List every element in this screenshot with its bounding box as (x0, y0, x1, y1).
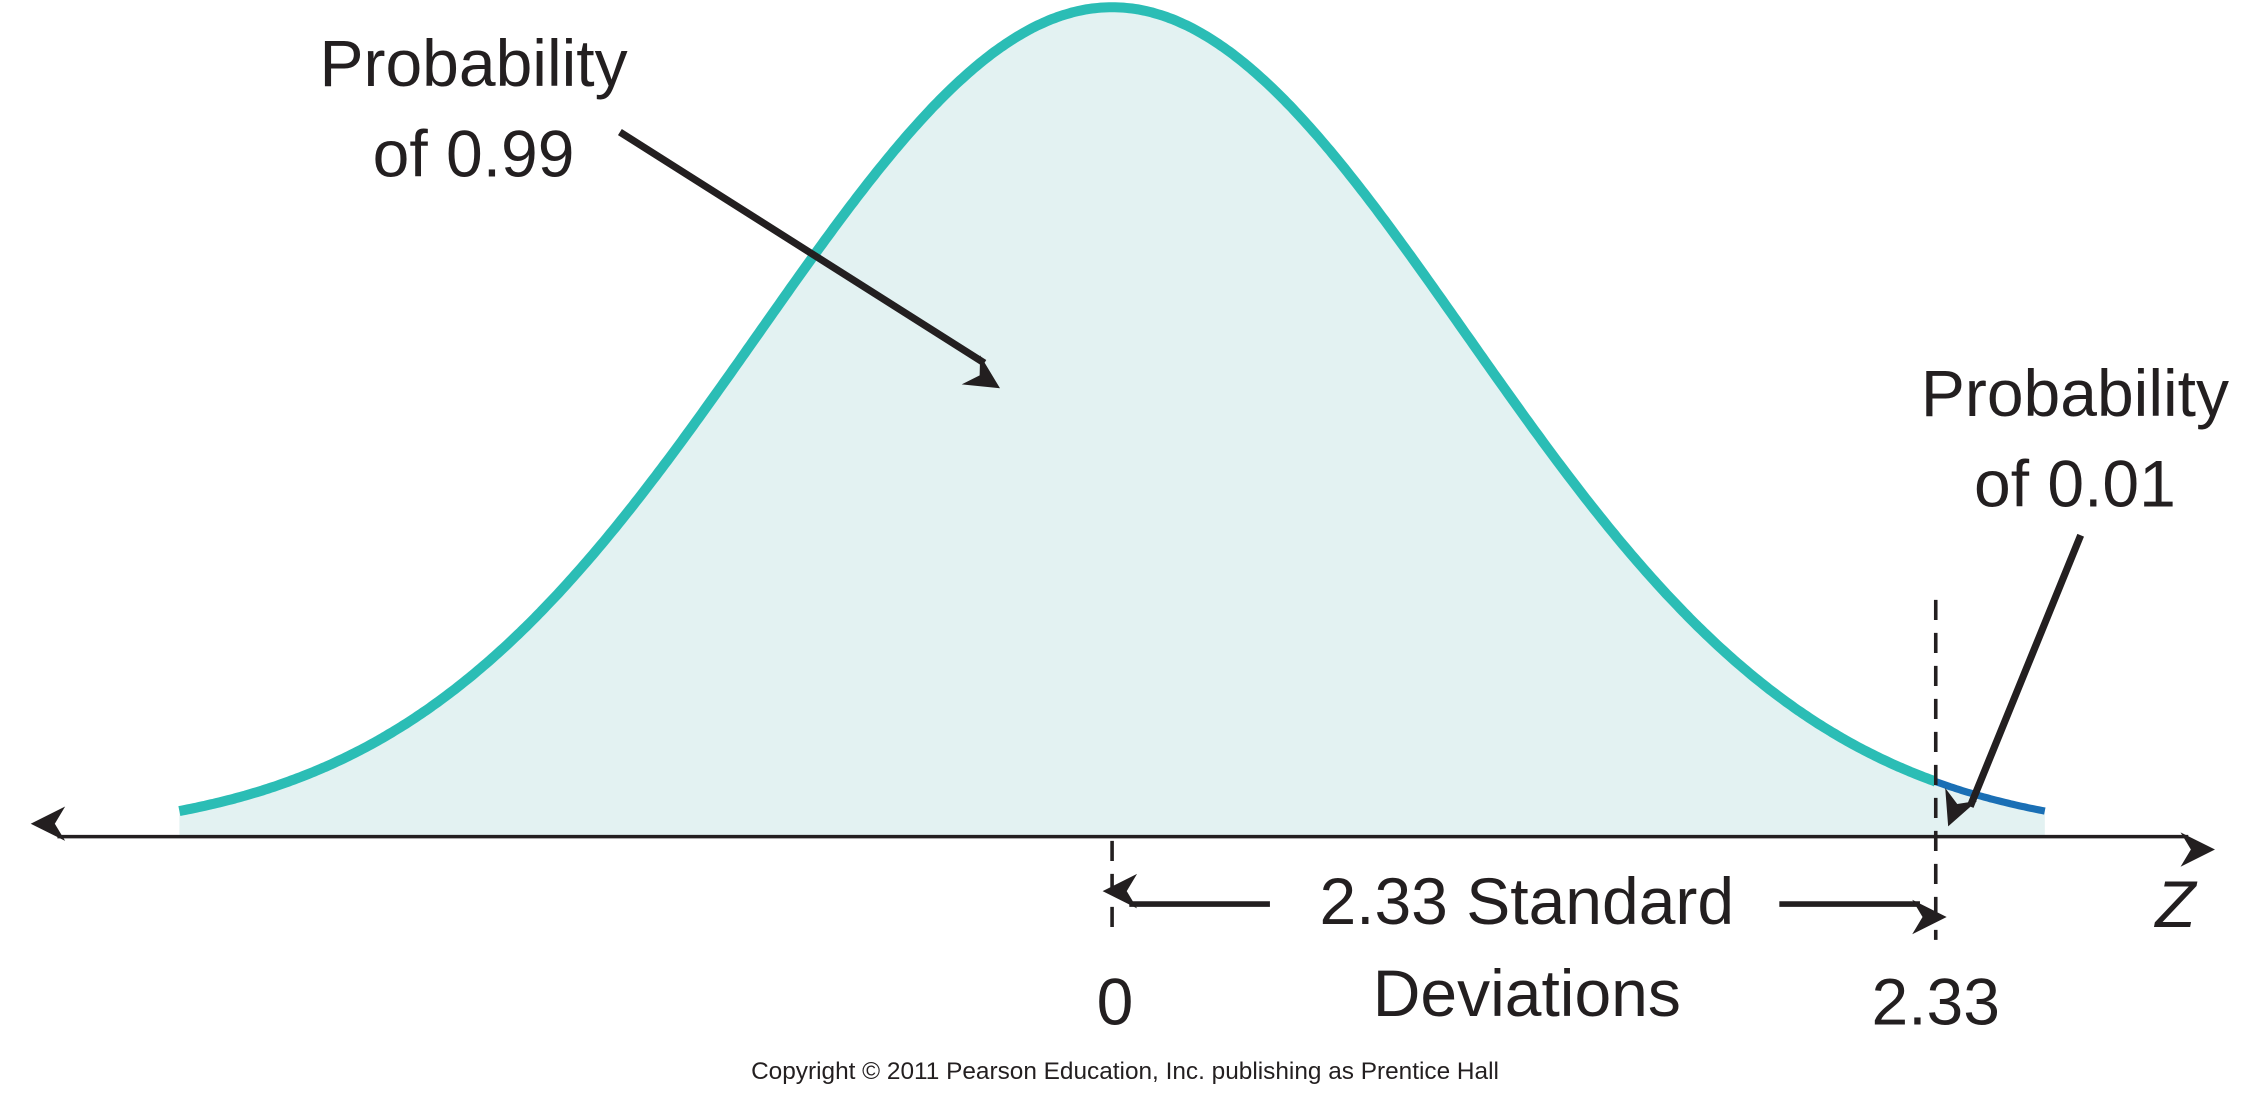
curve-area (179, 7, 2045, 837)
annotation-left: Probability (319, 26, 627, 100)
tick-label: 2.33 (1872, 965, 2000, 1039)
arrow-right-annotation (1945, 533, 2084, 827)
arrow-left-annotation (617, 129, 1001, 389)
curve-tail (1934, 778, 2046, 815)
span-label: 2.33 Standard (1319, 864, 1734, 938)
tick-label: 0 (1097, 965, 1134, 1039)
curve (178, 2, 1938, 817)
span-label: Deviations (1373, 956, 1681, 1030)
annotation-left: of 0.99 (373, 117, 575, 191)
axis-label: Z (2153, 867, 2198, 941)
annotation-right: of 0.01 (1974, 447, 2176, 521)
copyright: Copyright © 2011 Pearson Education, Inc.… (751, 1058, 1499, 1085)
annotation-right: Probability (1921, 356, 2229, 430)
